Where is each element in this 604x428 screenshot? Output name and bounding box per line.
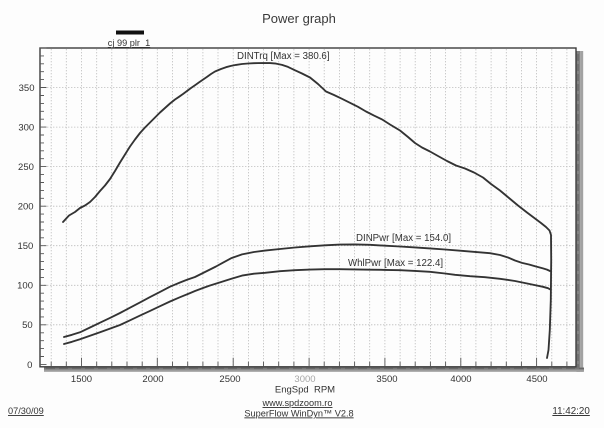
svg-text:4000: 4000 bbox=[450, 374, 471, 385]
svg-text:2500: 2500 bbox=[219, 374, 240, 385]
svg-text:11:42:20: 11:42:20 bbox=[552, 406, 590, 417]
svg-text:www.spdzoom.ro: www.spdzoom.ro bbox=[262, 398, 333, 408]
svg-text:150: 150 bbox=[17, 241, 33, 252]
svg-text:350: 350 bbox=[19, 83, 35, 94]
svg-text:0: 0 bbox=[27, 360, 32, 371]
svg-text:DINPwr [Max = 154.0]: DINPwr [Max = 154.0] bbox=[356, 233, 451, 244]
svg-text:DINTrq [Max = 380.6]: DINTrq [Max = 380.6] bbox=[237, 51, 330, 62]
svg-text:07/30/09: 07/30/09 bbox=[8, 406, 44, 416]
svg-text:50: 50 bbox=[22, 320, 33, 331]
svg-text:WhlPwr [Max = 122.4]: WhlPwr [Max = 122.4] bbox=[348, 258, 443, 269]
svg-text:1500: 1500 bbox=[71, 374, 92, 385]
svg-text:4500: 4500 bbox=[526, 374, 547, 385]
svg-text:100: 100 bbox=[17, 281, 33, 292]
svg-text:200: 200 bbox=[18, 202, 34, 213]
svg-text:250: 250 bbox=[18, 162, 34, 173]
svg-text:3000: 3000 bbox=[294, 374, 315, 385]
svg-text:cj 99 plr_1: cj 99 plr_1 bbox=[108, 38, 150, 48]
svg-text:2000: 2000 bbox=[142, 374, 163, 385]
svg-text:300: 300 bbox=[18, 123, 34, 134]
svg-text:EngSpd RPM: EngSpd RPM bbox=[275, 385, 335, 396]
svg-text:SuperFlow WinDyn™ V2.8: SuperFlow WinDyn™ V2.8 bbox=[244, 408, 353, 418]
svg-text:Power graph: Power graph bbox=[262, 11, 336, 26]
svg-text:3500: 3500 bbox=[376, 374, 397, 385]
